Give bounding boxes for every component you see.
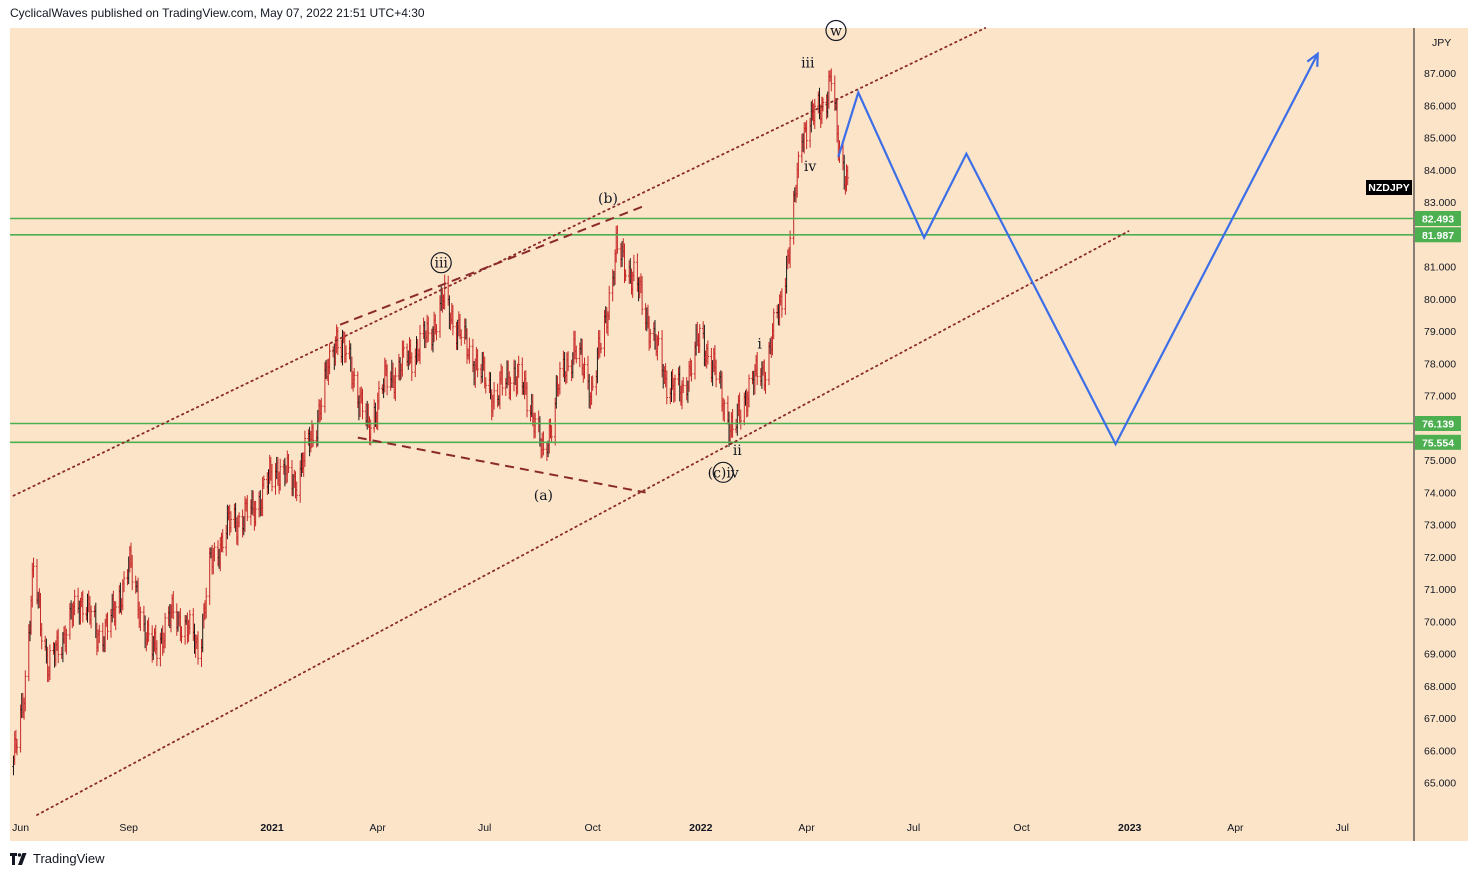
price-tick: 78.000 [1424,358,1456,370]
publisher-line: CyclicalWaves published on TradingView.c… [10,6,425,20]
price-tick: 77.000 [1424,391,1456,403]
symbol-badge [1366,180,1412,195]
price-tick: 81.000 [1424,262,1456,274]
time-tick: 2022 [689,822,713,834]
price-tick: 83.000 [1424,197,1456,209]
wave-label: iv [804,159,816,175]
time-tick: Apr [798,822,815,834]
price-tick: 70.000 [1424,617,1456,629]
forecast-arrowhead [1306,51,1319,67]
triangle-lower-line [357,436,646,494]
level-badge-label: 82.493 [1422,214,1454,226]
time-tick: Jun [12,822,29,834]
wave-label-circle [430,252,452,274]
price-tick: 86.000 [1424,100,1456,112]
level-badge [1415,434,1461,450]
level-badge [1415,211,1461,226]
price-tick: 85.000 [1424,133,1456,145]
chart-background [10,28,1414,815]
price-tick: 68.000 [1424,681,1456,693]
price-tick: 73.000 [1424,520,1456,532]
level-badge [1415,227,1461,243]
wave-label: w [830,24,842,40]
wave-label-circle [712,461,734,483]
wave-label: ii [733,443,742,459]
price-tick: 72.000 [1424,552,1456,564]
candles-layer [12,68,849,776]
currency-label: JPY [1432,37,1451,49]
wave-label: (c)iv [708,465,739,481]
time-tick: Oct [585,822,601,834]
time-tick: Jul [907,822,920,834]
level-badge [1415,416,1461,431]
wave-label: i [757,336,762,352]
level-badge-label: 76.139 [1422,419,1454,431]
footer-brand-label: TradingView [33,851,105,866]
time-tick: 2021 [260,822,284,834]
time-tick: Oct [1013,822,1029,834]
price-tick: 71.000 [1424,584,1456,596]
price-tick: 79.000 [1424,326,1456,338]
forecast-path [837,53,1319,447]
price-tick: 74.000 [1424,488,1456,500]
time-tick: Jul [1336,822,1349,834]
wave-label: iii [801,56,815,72]
price-tick: 66.000 [1424,746,1456,758]
tradingview-logo-icon [10,852,27,865]
price-badges: NZDJPY JPY 82.493 81.987 76.139 75.554 [1366,37,1461,450]
price-tick: 65.000 [1424,778,1456,790]
triangle-upper-line [339,204,646,326]
wave-label: (b) [598,191,618,207]
price-tick: 75.000 [1424,455,1456,467]
price-tick: 87.000 [1424,68,1456,80]
time-tick: Apr [1227,822,1244,834]
time-tick: 2023 [1118,822,1142,834]
price-tick: 69.000 [1424,649,1456,661]
time-axis-background [10,815,1468,841]
wave-label: (a) [534,488,553,504]
price-tick: 67.000 [1424,713,1456,725]
time-tick: Jul [478,822,491,834]
wave-label-circle [825,19,847,42]
time-axis[interactable]: Jun Sep 2021 Apr Jul Oct 2022 Apr Jul Oct 2023 Apr J… [12,822,1349,834]
level-badge-label: 81.987 [1422,230,1454,242]
price-tick: 84.000 [1424,165,1456,177]
support-levels-layer [10,217,1414,444]
wave-label: iii [434,256,448,272]
level-badge-label: 75.554 [1422,437,1454,449]
time-tick: Apr [370,822,387,834]
price-axis[interactable]: 87.000 86.000 85.000 84.000 83.000 81.000 80.0… [1424,68,1456,790]
forecast-layer [837,51,1319,447]
symbol-badge-label: NZDJPY [1368,182,1409,194]
triangle-layer [339,204,646,494]
time-tick: Sep [119,822,138,834]
footer-brand[interactable]: TradingView [10,851,105,866]
price-tick: 80.000 [1424,294,1456,306]
